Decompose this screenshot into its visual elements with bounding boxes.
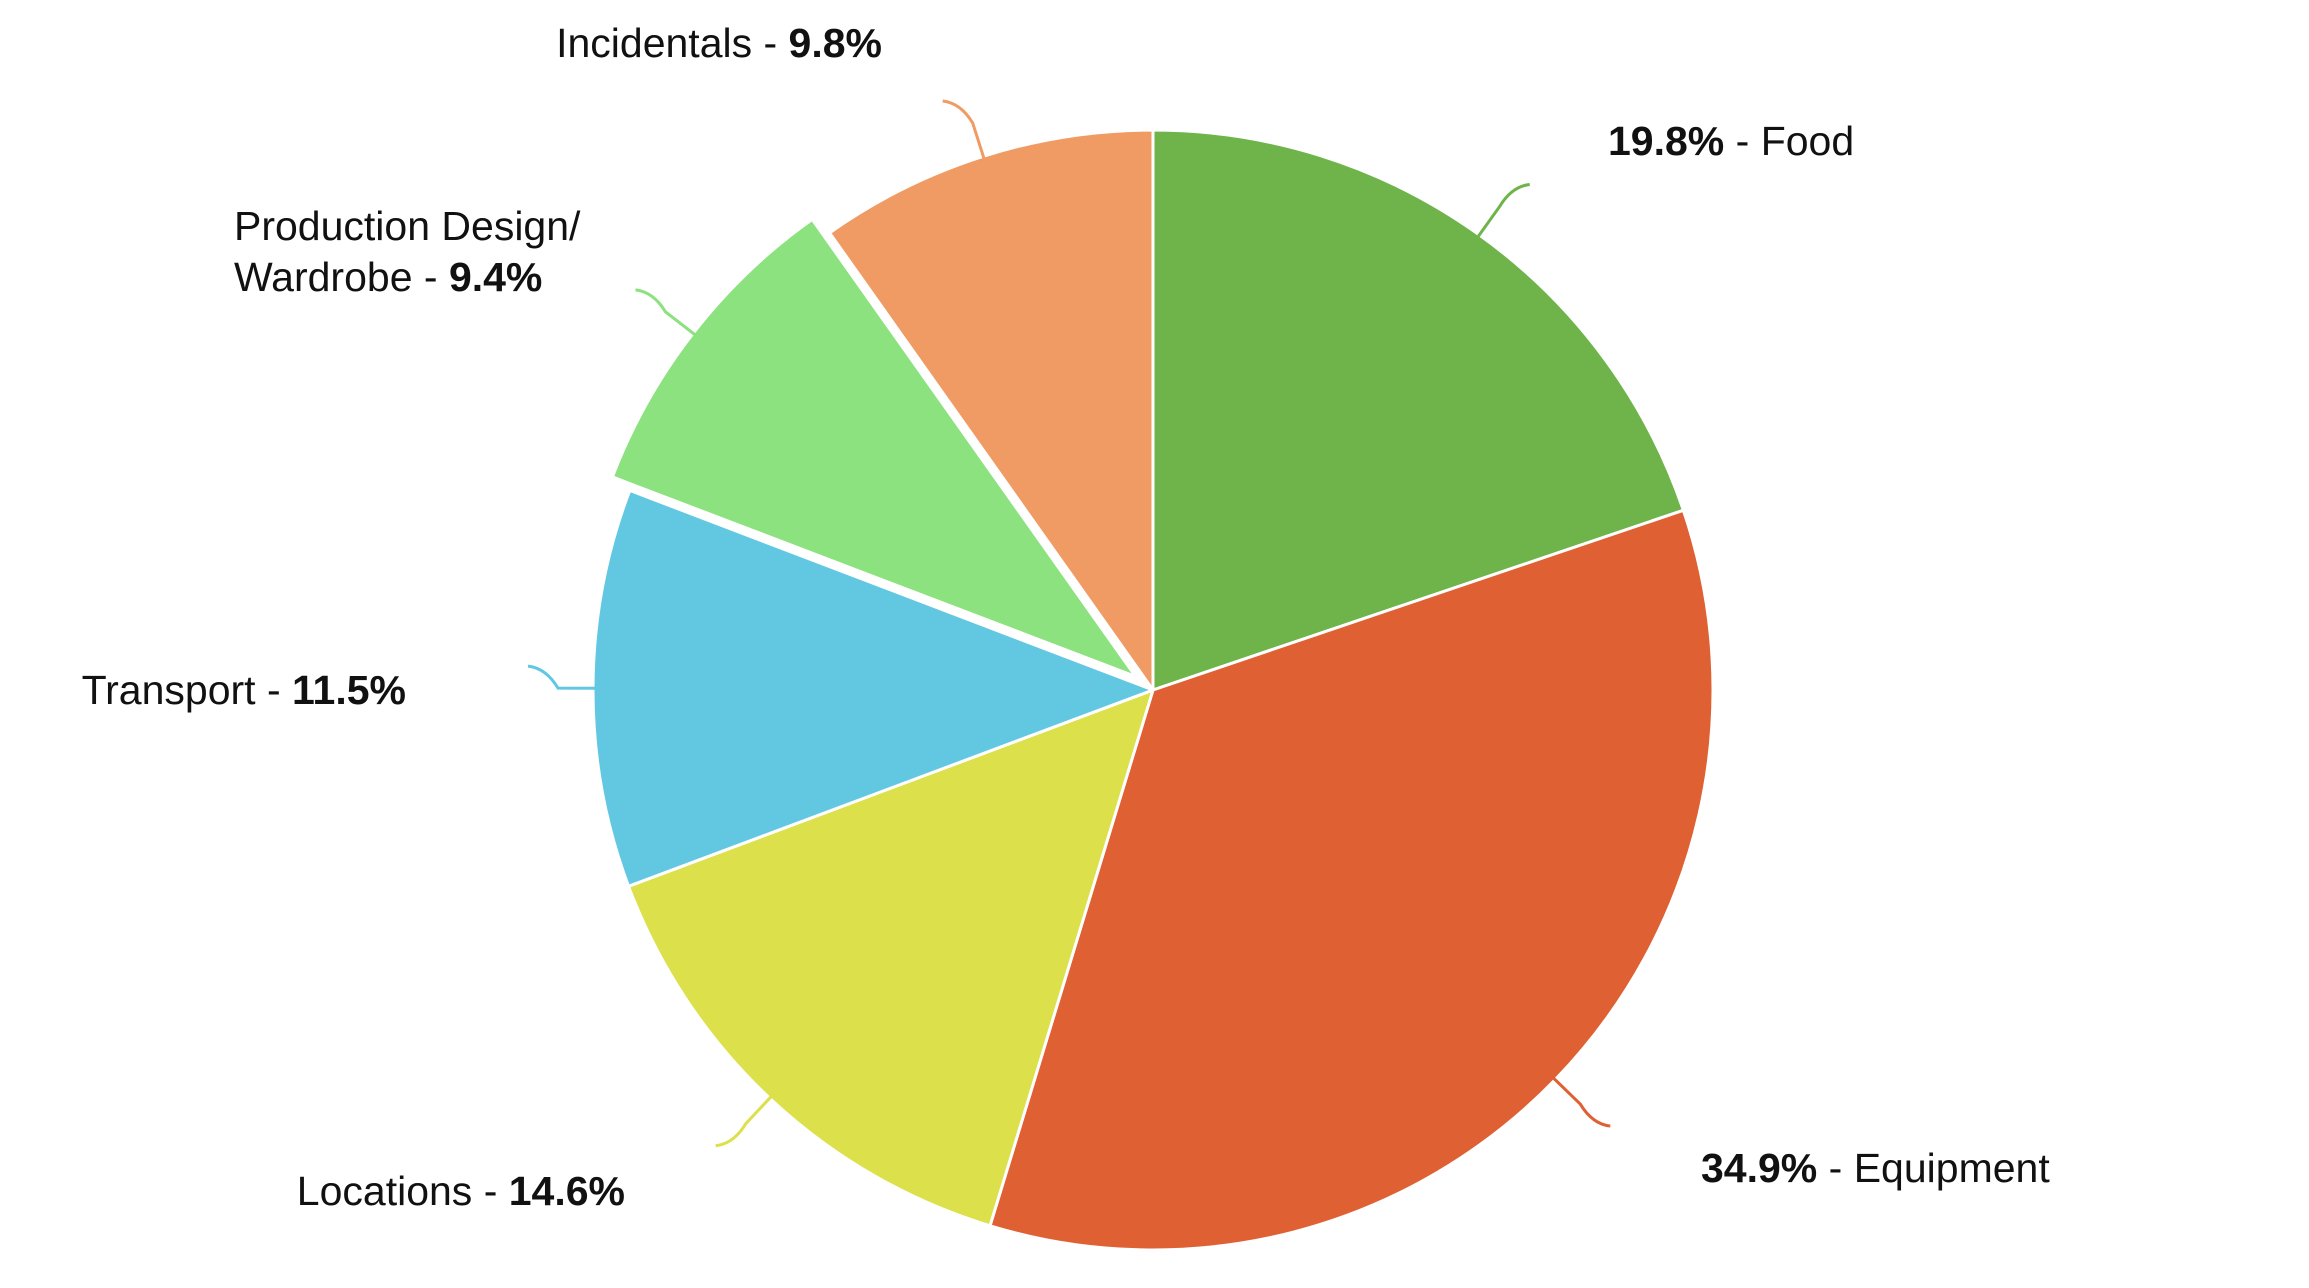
label-incidentals: Incidentals - 9.8% [556,20,882,66]
leader-line-locations [715,1064,802,1148]
label-locations-name: Locations [297,1168,473,1214]
label-locations-sep: - [472,1168,508,1214]
label-production-design: Production Design/ Wardrobe - 9.4% [234,203,592,300]
label-equipment: 34.9% - Equipment [1701,1145,2050,1191]
label-locations: Locations - 14.6% [297,1168,625,1214]
label-food-sep: - [1724,118,1760,164]
leader-line-incidentals [942,99,999,200]
pie-slices [591,128,1715,1252]
label-incidentals-sep: - [752,20,788,66]
label-transport-sep: - [256,667,292,713]
label-incidentals-value: 9.8% [789,20,882,66]
label-food: 19.8% - Food [1608,118,1854,164]
leader-lines [527,99,1611,1148]
label-equipment-sep: - [1817,1145,1853,1191]
label-transport-value: 11.5% [292,667,406,713]
label-production-design-value: 9.4% [449,254,542,300]
pie-slice-equipment [988,508,1715,1252]
label-locations-value: 14.6% [509,1168,625,1214]
label-incidentals-name: Incidentals [556,20,752,66]
leader-line-production-design-wardrobe [635,288,730,363]
label-food-name: Food [1761,118,1854,164]
leader-line-transport [527,664,639,690]
leader-line-equipment [1521,1047,1611,1128]
label-transport-name: Transport [82,667,257,713]
label-transport: Transport - 11.5% [82,667,406,713]
leader-line-food [1451,182,1530,273]
label-equipment-value: 34.9% [1701,1145,1817,1191]
label-production-design-line1: Production Design/ [234,203,581,249]
label-equipment-name: Equipment [1854,1145,2051,1191]
label-food-value: 19.8% [1608,118,1724,164]
label-production-design-line2: Wardrobe - 9.4% [234,254,542,300]
